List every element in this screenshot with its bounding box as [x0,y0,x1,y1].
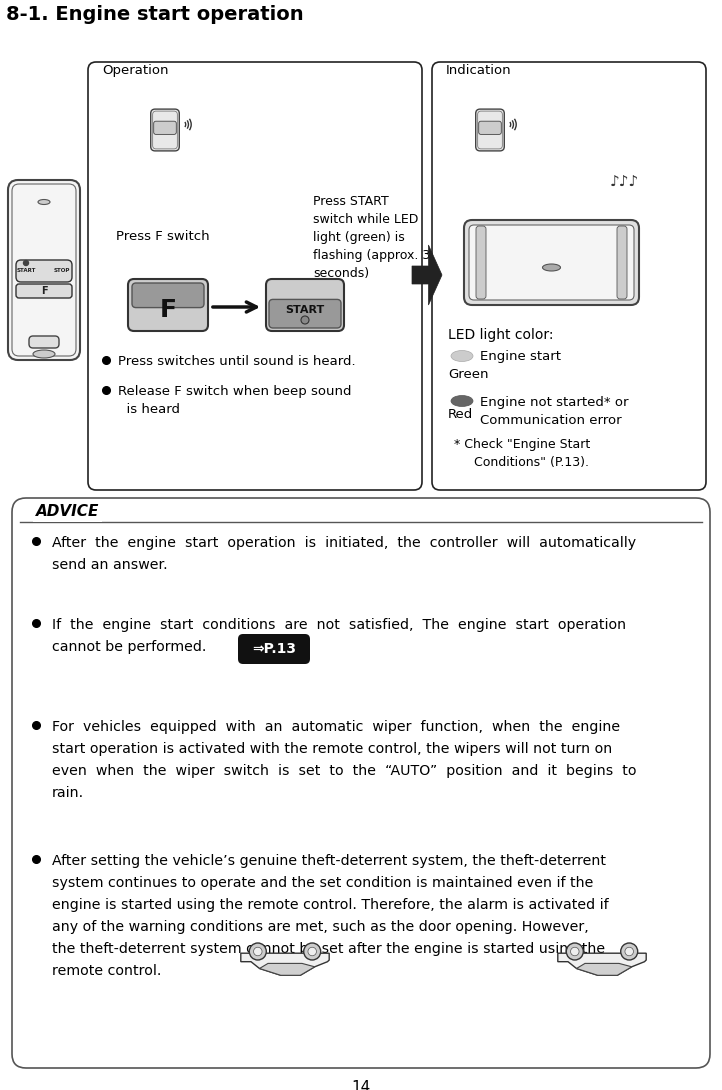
FancyBboxPatch shape [617,226,627,299]
Ellipse shape [451,396,473,407]
Text: ⇒P.13: ⇒P.13 [252,642,296,656]
Text: LED light color:: LED light color: [448,328,554,342]
Circle shape [566,943,583,960]
FancyBboxPatch shape [151,109,179,150]
Text: remote control.: remote control. [52,964,162,978]
Text: ♪♪♪: ♪♪♪ [610,175,639,190]
Text: Operation: Operation [102,64,168,77]
FancyBboxPatch shape [476,109,504,150]
FancyBboxPatch shape [16,284,72,298]
Text: ADVICE: ADVICE [36,504,100,519]
Text: After setting the vehicle’s genuine theft-deterrent system, the theft-deterrent: After setting the vehicle’s genuine thef… [52,853,606,868]
Text: After  the  engine  start  operation  is  initiated,  the  controller  will  aut: After the engine start operation is init… [52,536,636,550]
Text: 14: 14 [352,1080,370,1090]
Text: Green: Green [448,368,489,381]
Ellipse shape [542,264,560,271]
FancyBboxPatch shape [154,121,176,134]
Text: Release F switch when beep sound
  is heard: Release F switch when beep sound is hear… [118,385,352,416]
Text: Red: Red [448,408,473,421]
FancyBboxPatch shape [266,279,344,331]
Text: even  when  the  wiper  switch  is  set  to  the  “AUTO”  position  and  it  beg: even when the wiper switch is set to the… [52,764,637,778]
Text: If  the  engine  start  conditions  are  not  satisfied,  The  engine  start  op: If the engine start conditions are not s… [52,618,626,632]
FancyBboxPatch shape [479,121,501,134]
Polygon shape [241,953,329,976]
FancyBboxPatch shape [88,62,422,490]
Ellipse shape [33,350,55,358]
Ellipse shape [451,351,473,362]
Ellipse shape [38,199,50,205]
Text: start operation is activated with the remote control, the wipers will not turn o: start operation is activated with the re… [52,742,612,756]
Circle shape [621,943,638,960]
Text: any of the warning conditions are met, such as the door opening. However,: any of the warning conditions are met, s… [52,920,588,934]
FancyBboxPatch shape [238,634,310,664]
Circle shape [301,316,309,324]
FancyBboxPatch shape [269,300,341,328]
Text: send an answer.: send an answer. [52,558,168,572]
Text: rain.: rain. [52,786,84,800]
Text: STOP: STOP [54,267,70,272]
Circle shape [308,947,316,956]
Circle shape [253,947,262,956]
Circle shape [570,947,579,956]
Text: START: START [17,267,35,272]
Text: the theft-deterrent system cannot be set after the engine is started using the: the theft-deterrent system cannot be set… [52,942,605,956]
Text: 8-1. Engine start operation: 8-1. Engine start operation [6,5,304,24]
FancyBboxPatch shape [464,220,639,305]
FancyBboxPatch shape [476,226,486,299]
Polygon shape [558,953,646,976]
FancyBboxPatch shape [29,336,59,348]
Text: F: F [40,286,48,296]
FancyBboxPatch shape [16,261,72,282]
FancyBboxPatch shape [432,62,706,490]
Text: Engine not started* or
Communication error: Engine not started* or Communication err… [480,396,628,426]
Text: Press START
switch while LED
light (green) is
flashing (approx. 3
seconds): Press START switch while LED light (gree… [313,195,430,280]
Circle shape [304,943,321,960]
Polygon shape [576,964,632,976]
Circle shape [24,261,28,266]
Circle shape [625,947,633,956]
Text: START: START [285,305,325,315]
Polygon shape [259,964,315,976]
Text: * Check "Engine Start
     Conditions" (P.13).: * Check "Engine Start Conditions" (P.13)… [454,438,591,469]
Circle shape [249,943,266,960]
Text: F: F [160,298,176,322]
FancyBboxPatch shape [8,180,80,360]
FancyBboxPatch shape [469,225,634,300]
Text: system continues to operate and the set condition is maintained even if the: system continues to operate and the set … [52,876,593,891]
FancyBboxPatch shape [132,283,204,307]
FancyBboxPatch shape [128,279,208,331]
Text: Indication: Indication [446,64,512,77]
Text: Engine start: Engine start [480,350,561,363]
Text: cannot be performed.: cannot be performed. [52,640,206,654]
Text: For  vehicles  equipped  with  an  automatic  wiper  function,  when  the  engin: For vehicles equipped with an automatic … [52,720,620,734]
Text: Press F switch: Press F switch [116,230,209,243]
Polygon shape [412,245,442,305]
Text: Press switches until sound is heard.: Press switches until sound is heard. [118,355,356,368]
FancyBboxPatch shape [12,498,710,1068]
Text: engine is started using the remote control. Therefore, the alarm is activated if: engine is started using the remote contr… [52,898,609,912]
